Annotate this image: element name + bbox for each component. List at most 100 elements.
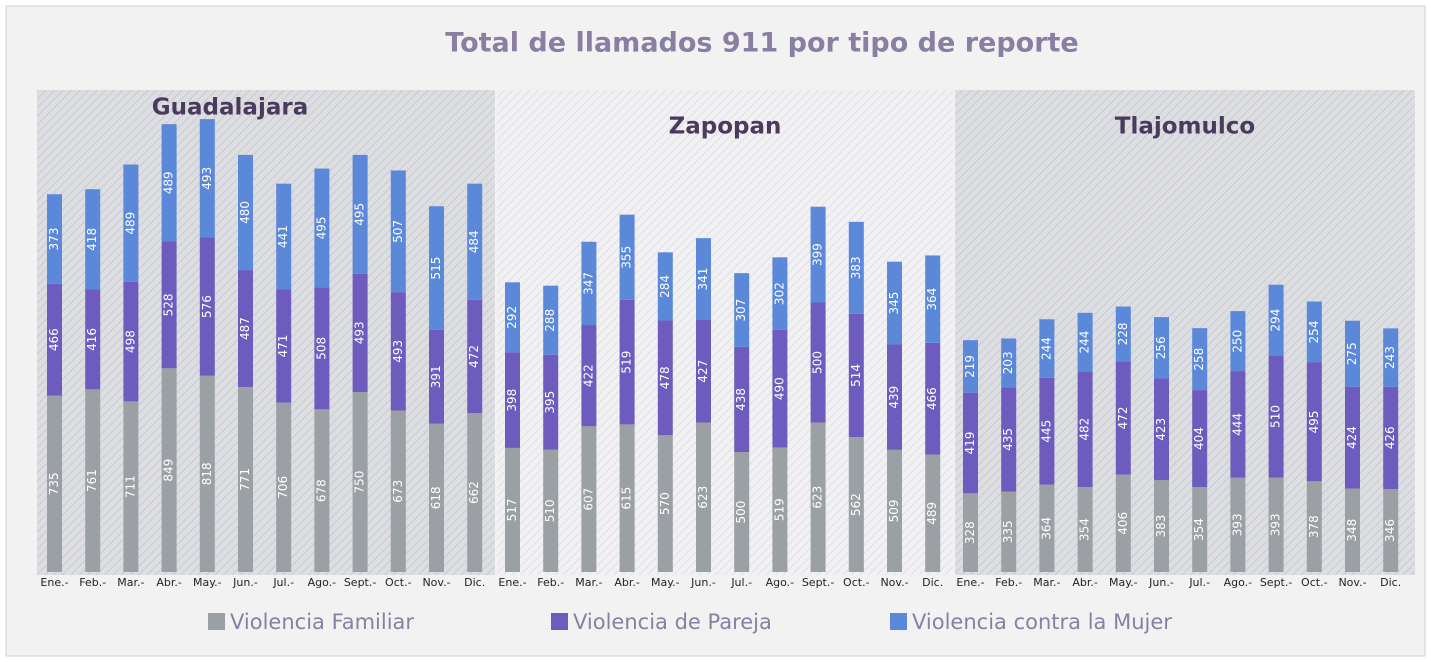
bar-segment <box>429 423 444 572</box>
bar-segment <box>734 273 750 347</box>
bar-segment <box>85 389 101 572</box>
value-label: 244 <box>1078 331 1092 354</box>
value-label: 419 <box>963 432 977 455</box>
bar-segment <box>199 237 215 376</box>
value-label: 395 <box>543 391 557 414</box>
x-tick-label: May.- <box>193 576 222 589</box>
value-label: 562 <box>849 493 863 516</box>
value-label: 517 <box>505 499 519 522</box>
bar-segment <box>1345 320 1360 387</box>
value-label: 364 <box>1039 517 1053 540</box>
bar-segment <box>657 320 673 436</box>
bar-segment <box>85 189 101 290</box>
panel-title: Zapopan <box>669 114 782 140</box>
bar-segment <box>925 454 941 572</box>
x-tick-label: Jun.- <box>690 576 716 589</box>
value-label: 307 <box>734 299 748 322</box>
bar-segment <box>581 325 597 427</box>
x-tick-label: Jul.- <box>1188 576 1210 589</box>
x-tick-label: Nov.- <box>1338 576 1366 589</box>
bar-segment <box>619 424 635 572</box>
legend-swatch <box>890 613 907 630</box>
x-tick-label: Oct.- <box>385 576 412 589</box>
chart-title: Total de llamados 911 por tipo de report… <box>445 28 1079 59</box>
bar-segment <box>1383 488 1399 572</box>
bar-segment <box>657 252 673 321</box>
value-label: 509 <box>887 499 901 522</box>
value-label: 519 <box>772 498 786 521</box>
value-label: 364 <box>925 288 939 311</box>
value-label: 570 <box>658 492 672 515</box>
value-label: 250 <box>1230 330 1244 353</box>
value-label: 292 <box>505 306 519 329</box>
bar-segment <box>467 299 483 414</box>
value-label: 500 <box>734 501 748 524</box>
value-label: 422 <box>581 364 595 387</box>
value-label: 500 <box>811 351 825 374</box>
bar-segment <box>276 402 292 572</box>
bar-segment <box>47 283 62 396</box>
value-label: 219 <box>963 355 977 378</box>
legend-label: Violencia Familiar <box>230 610 414 634</box>
x-tick-label: Ene.- <box>40 576 68 589</box>
bar-segment <box>887 261 902 345</box>
value-label: 508 <box>314 337 328 360</box>
value-label: 378 <box>1307 515 1321 538</box>
x-tick-label: Feb.- <box>537 576 564 589</box>
x-tick-label: May.- <box>1109 576 1138 589</box>
bar-segment <box>123 281 139 402</box>
value-label: 406 <box>1116 512 1130 535</box>
x-tick-label: Jun.- <box>1148 576 1174 589</box>
bar-segment <box>1383 386 1399 489</box>
value-label: 302 <box>772 282 786 305</box>
bar-segment <box>390 410 406 572</box>
bar-segment <box>1001 491 1017 572</box>
bar-segment <box>123 401 139 572</box>
bar-segment <box>390 292 406 411</box>
value-label: 347 <box>581 272 595 295</box>
bar-segment <box>1192 328 1208 391</box>
bar-segment <box>657 435 673 572</box>
bar-segment <box>848 221 864 314</box>
bar-segment <box>810 302 826 423</box>
value-label: 243 <box>1383 346 1397 369</box>
value-label: 416 <box>85 328 99 351</box>
x-tick-label: Feb.- <box>79 576 106 589</box>
x-tick-label: Sept.- <box>344 576 377 589</box>
bar-segment <box>887 344 902 450</box>
bar-segment <box>1077 371 1093 488</box>
bar-segment <box>85 289 101 390</box>
value-label: 498 <box>123 330 137 353</box>
bar-segment <box>1077 487 1093 572</box>
bar-segment <box>352 273 368 392</box>
value-label: 487 <box>238 317 252 340</box>
bar-segment <box>1077 312 1093 372</box>
value-label: 438 <box>734 388 748 411</box>
bar-segment <box>505 282 520 353</box>
bar-segment <box>1306 301 1322 363</box>
bar-segment <box>925 255 941 343</box>
value-label: 393 <box>1230 513 1244 536</box>
x-tick-label: Nov.- <box>422 576 450 589</box>
panel-title: Guadalajara <box>152 95 308 121</box>
panel-bg <box>497 90 953 575</box>
panel-bg <box>37 90 495 575</box>
bar-segment <box>1268 284 1284 356</box>
x-tick-label: Sept.- <box>802 576 835 589</box>
bar-segment <box>810 206 826 303</box>
value-label: 466 <box>925 387 939 410</box>
bar-segment <box>467 183 483 300</box>
value-label: 418 <box>85 228 99 251</box>
bar-segment <box>1192 390 1208 488</box>
bar-segment <box>238 386 253 572</box>
value-label: 404 <box>1192 427 1206 450</box>
bar-segment <box>1306 481 1322 572</box>
value-label: 399 <box>811 243 825 266</box>
value-label: 662 <box>467 481 481 504</box>
value-label: 426 <box>1383 426 1397 449</box>
value-label: 519 <box>620 351 634 374</box>
x-tick-label: Jun.- <box>232 576 258 589</box>
value-label: 244 <box>1039 337 1053 360</box>
value-label: 354 <box>1192 518 1206 541</box>
